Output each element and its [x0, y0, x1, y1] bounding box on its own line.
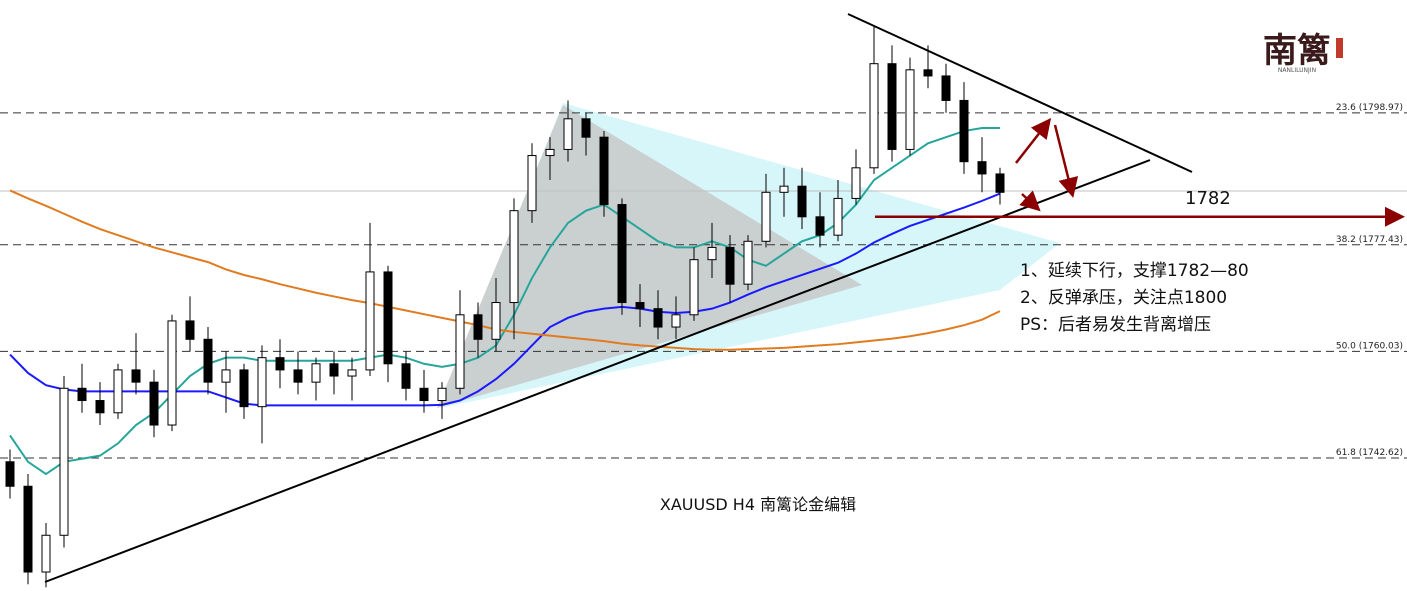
candle-body — [923, 69, 933, 77]
logo-name: 南篱 — [1263, 31, 1331, 71]
candle-body — [563, 118, 573, 150]
candle-body — [23, 485, 33, 573]
candle-body — [977, 161, 987, 175]
candles — [5, 26, 1005, 588]
chart-title: XAUUSD H4 南篱论金编辑 — [660, 495, 856, 514]
candle-body — [77, 387, 87, 402]
candle-body — [383, 271, 393, 365]
candle-body — [599, 136, 609, 206]
fib-levels: 23.6 (1798.97) 38.2 (1777.43) 50.0 (1760.0… — [0, 103, 1407, 459]
triangle-pattern — [437, 105, 862, 408]
candle-body — [743, 240, 753, 285]
candle-body — [347, 369, 357, 377]
candle-body — [311, 363, 321, 383]
candle-body — [275, 357, 285, 371]
note: PS：后者易发生背离增压 — [1020, 315, 1211, 335]
candle-body — [293, 369, 303, 383]
candle-body — [905, 69, 915, 150]
candle-body — [995, 173, 1005, 193]
candle-body — [851, 167, 861, 199]
candle-body — [221, 369, 231, 383]
candle-body — [671, 314, 681, 328]
price-annotation: 1782 — [875, 188, 1405, 227]
candle-body — [797, 185, 807, 218]
forecast-arrows — [1015, 118, 1079, 212]
candle-body — [131, 369, 141, 383]
candle-body — [617, 204, 627, 304]
candle-body — [779, 185, 789, 193]
candle-body — [941, 75, 951, 101]
candle-body — [527, 155, 537, 212]
candle-body — [41, 534, 51, 573]
note: 2、反弹承压，关注点1800 — [1020, 288, 1227, 308]
candle-body — [365, 271, 375, 371]
candle-body — [887, 63, 897, 150]
level-label: 61.8 (1742.62) — [1336, 448, 1403, 458]
candle-body — [707, 246, 717, 261]
candle-body — [725, 246, 735, 285]
candle-body — [635, 302, 645, 310]
candle-body — [833, 197, 843, 236]
candle-body — [419, 387, 429, 402]
candle-body — [149, 381, 159, 426]
candle-body — [689, 259, 699, 316]
candle-body — [959, 99, 969, 163]
note: 1、延续下行，支撑1782—80 — [1020, 261, 1249, 281]
candle-body — [869, 63, 879, 169]
candle-body — [257, 357, 267, 408]
candle-body — [473, 314, 483, 340]
candle-body — [5, 461, 15, 487]
candle-body — [329, 363, 339, 377]
candle-body — [113, 369, 123, 414]
candle-body — [59, 387, 69, 536]
candle-body — [653, 308, 663, 328]
support-trendline — [44, 159, 1151, 583]
level-label: 38.2 (1777.43) — [1336, 235, 1403, 245]
candle-body — [401, 363, 411, 389]
candle-body — [455, 314, 465, 389]
candle-body — [203, 338, 213, 383]
candle-body — [761, 191, 771, 242]
candle-body — [491, 302, 501, 340]
candle-body — [167, 320, 177, 426]
candle-body — [815, 216, 825, 236]
logo-seal — [1336, 38, 1343, 58]
logo-subtitle: NANLILUNJIN — [1278, 67, 1316, 74]
level-label: 50.0 (1760.03) — [1336, 341, 1403, 351]
candle-body — [509, 210, 519, 304]
candle-body — [95, 400, 105, 414]
moving-average — [9, 189, 1001, 351]
support-label: 1782 — [1185, 188, 1231, 209]
candle-body — [239, 369, 249, 408]
level-label: 23.6 (1798.97) — [1336, 103, 1403, 113]
candle-body — [185, 320, 195, 340]
candle-body — [545, 148, 555, 157]
candle-body — [581, 118, 591, 138]
resistance-trendline — [847, 13, 1193, 173]
candle-body — [437, 387, 447, 402]
